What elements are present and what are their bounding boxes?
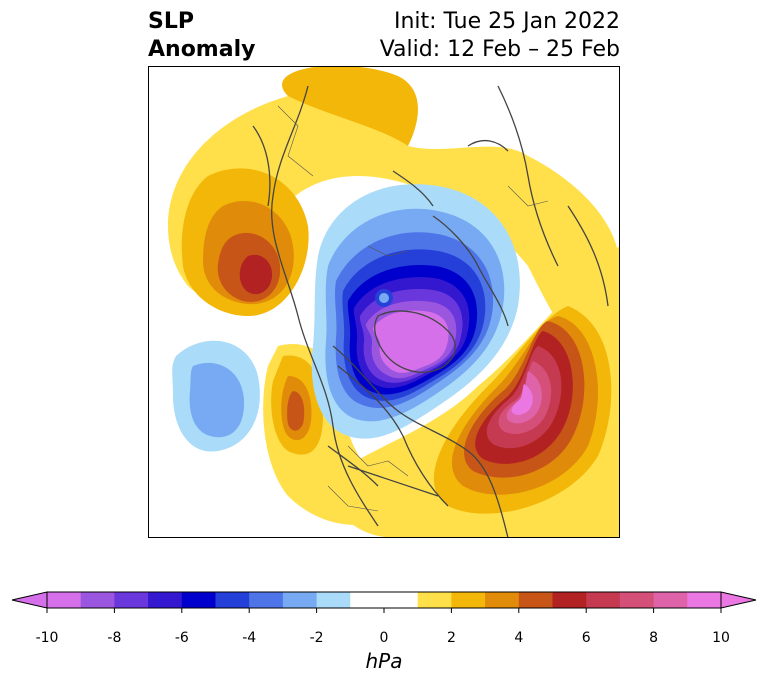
colorbar-swatch	[586, 592, 621, 608]
colorbar: -10 -8 -6 -4 -2 0 2 4 6 8 10 hPa	[11, 591, 757, 673]
colorbar-swatch	[249, 592, 284, 608]
colorbar-swatch	[687, 592, 722, 608]
colorbar-tick-label: -2	[310, 630, 324, 646]
colorbar-swatch	[451, 592, 486, 608]
colorbar-tick-label: -6	[175, 630, 189, 646]
colorbar-tick-label: -4	[242, 630, 256, 646]
colorbar-swatch	[316, 592, 351, 608]
map-title: SLP Anomaly	[148, 8, 255, 64]
colorbar-tick-label: 4	[514, 630, 523, 646]
colorbar-tick-label: 2	[447, 630, 456, 646]
colorbar-min-extension	[11, 591, 48, 609]
colorbar-swatch	[114, 592, 149, 608]
colorbar-swatch	[350, 592, 385, 608]
colorbar-swatch	[619, 592, 655, 608]
positive-anomaly-north	[168, 66, 620, 396]
forecast-dates: Init: Tue 25 Jan 2022 Valid: 12 Feb – 25…	[380, 8, 620, 64]
valid-range: Valid: 12 Feb – 25 Feb	[379, 37, 620, 62]
colorbar-tick-label: 0	[380, 630, 389, 646]
colorbar-tick-label: -8	[107, 630, 121, 646]
colorbar-tick-label: 8	[649, 630, 658, 646]
colorbar-swatch	[282, 592, 318, 608]
colorbar-swatch	[653, 592, 688, 608]
colorbar-swatch	[181, 592, 216, 608]
negative-anomaly-arctic	[311, 184, 520, 439]
borders	[277, 105, 549, 512]
colorbar-tick-label: 6	[582, 630, 591, 646]
colorbar-swatch	[384, 592, 419, 608]
colorbar-swatch	[80, 592, 115, 608]
colorbar-swatch	[215, 592, 250, 608]
title-line-2: Anomaly	[148, 37, 256, 62]
colorbar-tick-label: 10	[712, 630, 730, 646]
colorbar-swatch	[417, 592, 452, 608]
colorbar-swatch	[552, 592, 587, 608]
negative-anomaly-southwest	[172, 340, 260, 452]
colorbar-swatch	[485, 592, 520, 608]
colorbar-tick-label: -10	[36, 630, 59, 646]
colorbar-swatch	[148, 592, 183, 608]
init-date: Init: Tue 25 Jan 2022	[393, 9, 620, 34]
colorbar-swatch	[518, 592, 553, 608]
anomaly-map	[148, 66, 620, 538]
title-line-1: SLP	[148, 9, 194, 34]
coastlines	[252, 85, 609, 538]
colorbar-unit-label: hPa	[366, 649, 403, 673]
colorbar-max-extension	[720, 591, 757, 609]
colorbar-swatch	[47, 592, 82, 608]
map-frame	[148, 66, 620, 538]
